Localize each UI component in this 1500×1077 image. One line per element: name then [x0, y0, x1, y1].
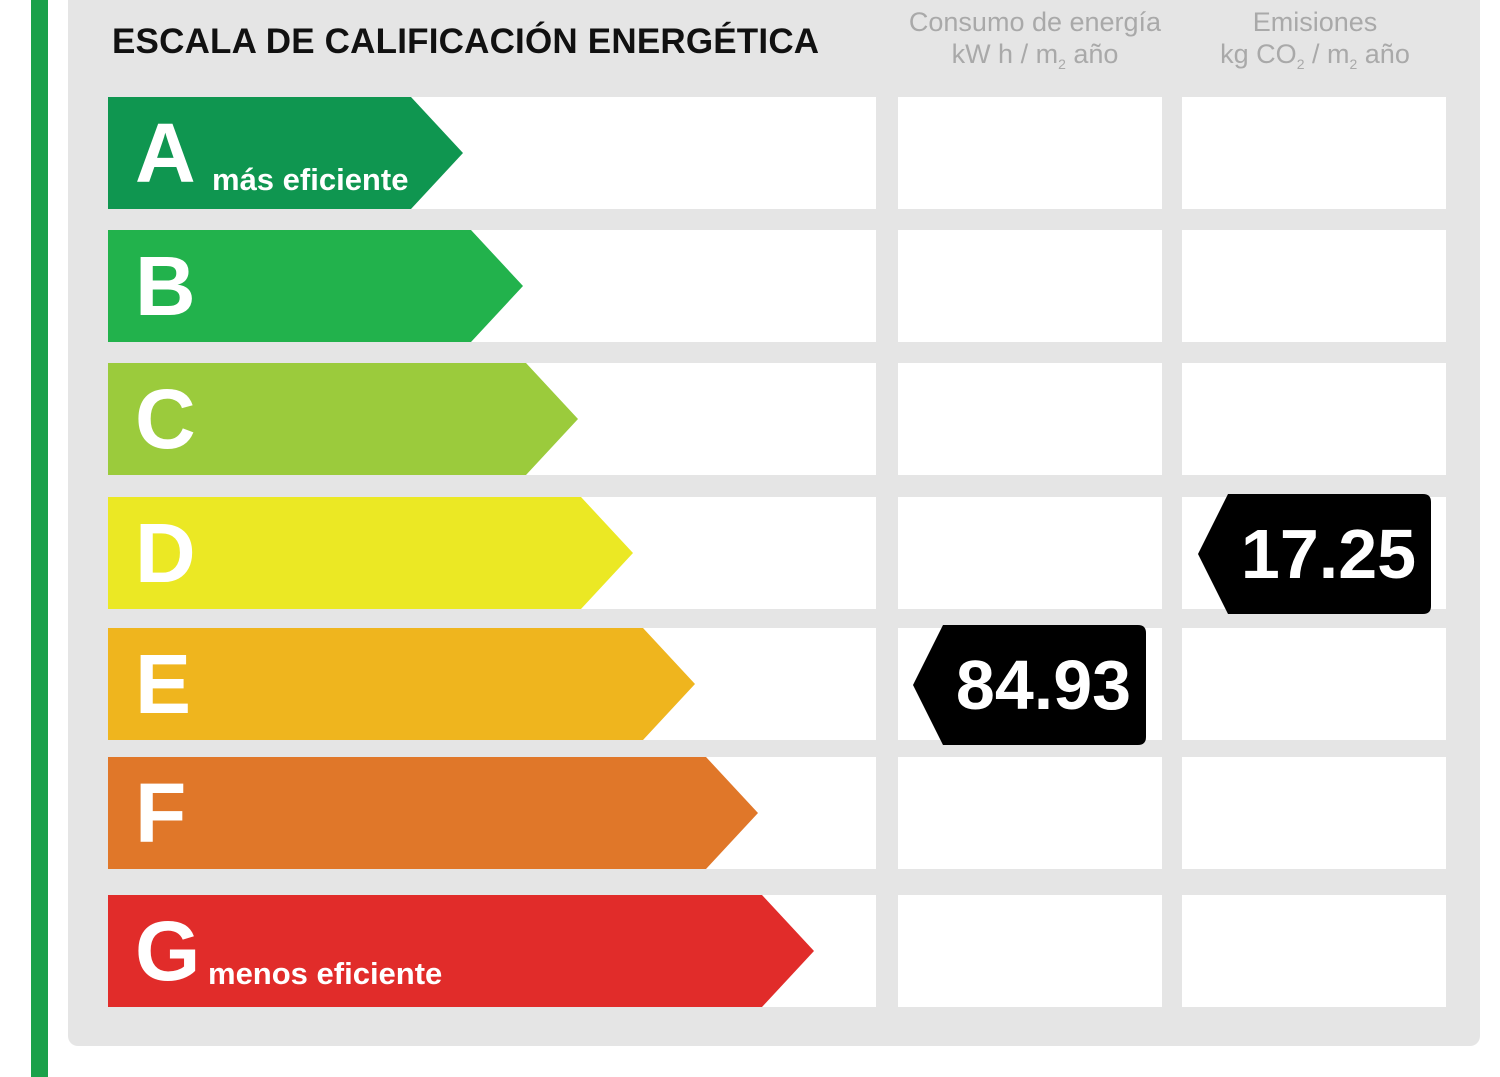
- consumption-rating-tag-shape: [913, 625, 1146, 745]
- class-arrow-shape-a: [108, 97, 463, 209]
- class-arrow-shape-d: [108, 497, 633, 609]
- class-arrow-f: F: [108, 757, 758, 869]
- emissions-header-line1: Emisiones: [1252, 7, 1378, 37]
- emissions-cell-e: [1182, 628, 1446, 740]
- consumption-cell-b: [898, 230, 1162, 342]
- class-arrow-c: C: [108, 363, 578, 475]
- class-arrow-shape-f: [108, 757, 758, 869]
- side-accent-bar: [31, 0, 48, 1077]
- consumption-header-line1: Consumo de energía: [908, 7, 1162, 37]
- class-arrow-b: B: [108, 230, 523, 342]
- emissions-cell-f: [1182, 757, 1446, 869]
- class-arrow-shape-c: [108, 363, 578, 475]
- class-letter-c: C: [135, 372, 196, 466]
- consumption-rating-value: 84.93: [955, 646, 1132, 724]
- emissions-cell-b: [1182, 230, 1446, 342]
- emissions-rating-value: 17.25: [1240, 515, 1417, 593]
- emissions-rating-tag: 17.25: [1198, 494, 1431, 614]
- consumption-cell-c: [898, 363, 1162, 475]
- class-letter-e: E: [135, 637, 192, 731]
- consumption-column-header: Consumo de energía kW h / m2 año: [898, 6, 1172, 72]
- class-arrow-e: E: [108, 628, 695, 740]
- class-arrow-d: D: [108, 497, 633, 609]
- consumption-cell-d: [898, 497, 1162, 609]
- emissions-cell-g: [1182, 895, 1446, 1007]
- consumption-cell-g: [898, 895, 1162, 1007]
- class-letter-f: F: [135, 766, 187, 860]
- consumption-header-unit: kW h / m2 año: [951, 39, 1119, 72]
- class-arrow-shape-e: [108, 628, 695, 740]
- class-arrow-shape-b: [108, 230, 523, 342]
- emissions-header-unit: kg CO2 / m2 año: [1220, 39, 1410, 72]
- class-letter-g: G: [135, 904, 201, 998]
- class-letter-a: A: [135, 106, 196, 200]
- emissions-rating-tag-shape: [1198, 494, 1431, 614]
- emissions-cell-a: [1182, 97, 1446, 209]
- emissions-column-header: Emisiones kg CO2 / m2 año: [1182, 6, 1448, 72]
- class-arrow-shape-g: [108, 895, 814, 1007]
- class-arrow-a: A: [108, 97, 463, 209]
- class-label-g: menos eficiente: [208, 956, 443, 991]
- class-letter-b: B: [135, 239, 196, 333]
- consumption-cell-f: [898, 757, 1162, 869]
- class-arrow-g: G: [108, 895, 814, 1007]
- class-label-a: más eficiente: [212, 162, 409, 197]
- chart-title: ESCALA DE CALIFICACIÓN ENERGÉTICA: [112, 22, 820, 61]
- emissions-cell-c: [1182, 363, 1446, 475]
- consumption-rating-tag: 84.93: [913, 625, 1146, 745]
- consumption-cell-a: [898, 97, 1162, 209]
- class-letter-d: D: [135, 506, 196, 600]
